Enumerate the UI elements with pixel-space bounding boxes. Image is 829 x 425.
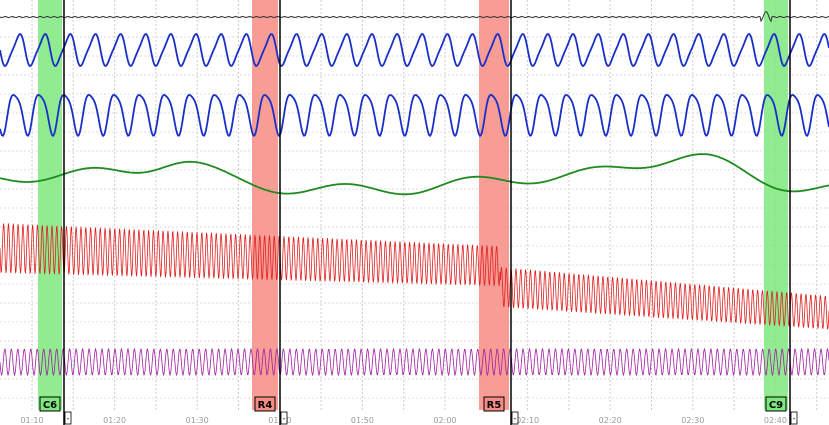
marker-label: R5 bbox=[487, 400, 502, 411]
time-label: 01:50 bbox=[351, 416, 374, 425]
marker-band bbox=[479, 0, 509, 410]
time-label: 02:40 bbox=[764, 416, 787, 425]
signal-trace bbox=[0, 347, 829, 377]
time-label: 02:00 bbox=[433, 416, 456, 425]
marker-label: R4 bbox=[258, 400, 273, 411]
time-label: 02:20 bbox=[599, 416, 622, 425]
marker-end-tag: - bbox=[793, 414, 796, 423]
marker-lines: 01:1001:2001:3001:4001:5002:0002:1002:20… bbox=[20, 0, 798, 425]
time-label: 02:10 bbox=[516, 416, 539, 425]
time-label: 01:20 bbox=[103, 416, 126, 425]
marker-label-box bbox=[254, 396, 276, 412]
marker-band bbox=[764, 0, 788, 410]
marker-label-box bbox=[765, 396, 787, 412]
signal-trace bbox=[0, 223, 829, 331]
marker-bands bbox=[38, 0, 788, 410]
signal-trace bbox=[0, 93, 829, 138]
traces bbox=[0, 10, 829, 377]
marker-end-box bbox=[280, 411, 288, 425]
marker-band bbox=[252, 0, 278, 410]
marker-label: C6 bbox=[43, 400, 57, 411]
marker-label-box bbox=[39, 396, 61, 412]
marker-end-box bbox=[511, 411, 519, 425]
marker-end-box bbox=[64, 411, 72, 425]
marker-end-tag: - bbox=[514, 414, 517, 423]
signal-trace bbox=[0, 153, 829, 196]
time-label: 02:30 bbox=[681, 416, 704, 425]
time-label: 01:10 bbox=[20, 416, 43, 425]
signal-trace bbox=[0, 32, 829, 68]
marker-end-tag: - bbox=[283, 414, 286, 423]
marker-end-box bbox=[790, 411, 798, 425]
signal-trace bbox=[0, 10, 829, 23]
time-label: 01:30 bbox=[186, 416, 209, 425]
marker-label-box bbox=[483, 396, 505, 412]
marker-end-tag: - bbox=[67, 414, 70, 423]
marker-band bbox=[38, 0, 62, 410]
marker-label: C9 bbox=[769, 400, 783, 411]
